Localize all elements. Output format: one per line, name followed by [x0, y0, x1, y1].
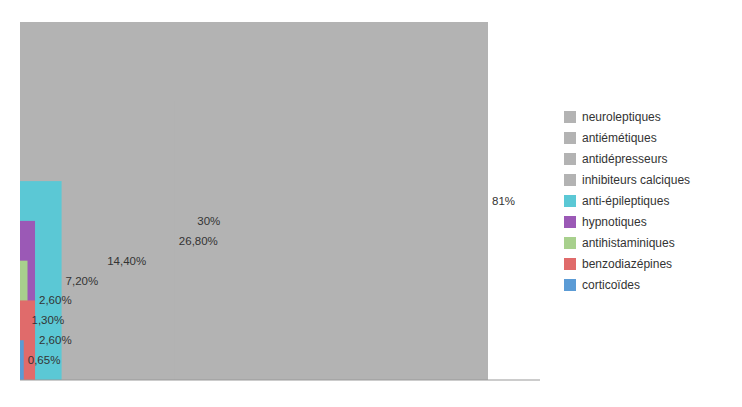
legend-label: corticoïdes [582, 278, 640, 292]
bar [20, 141, 103, 380]
legend-swatch [564, 216, 576, 228]
data-label: 30% [197, 215, 220, 227]
legend-swatch [564, 195, 576, 207]
legend-label: neuroleptiques [582, 110, 661, 124]
data-label: 1,30% [32, 314, 65, 326]
data-label: 7,20% [66, 275, 99, 287]
legend-swatch [564, 237, 576, 249]
data-label: 2,60% [39, 294, 72, 306]
legend-label: anti-épileptiques [582, 194, 669, 208]
x-axis-line [20, 380, 540, 381]
legend-label: antihistaminiques [582, 236, 675, 250]
legend-label: hypnotiques [582, 215, 647, 229]
bar [20, 102, 175, 380]
legend-swatch [564, 174, 576, 186]
bar [20, 300, 35, 380]
bar [20, 181, 62, 380]
bar [20, 22, 488, 380]
chart: 81% 30% 26,80% 14,40% 7,20% 2,60% 1,30% 2,60% 0,… [0, 0, 742, 407]
legend-swatch [564, 132, 576, 144]
bar [20, 340, 24, 380]
legend: neuroleptiques antiémétiques antidépresseu… [564, 110, 690, 292]
data-label: 0,65% [28, 354, 61, 366]
data-label: 2,60% [39, 334, 72, 346]
legend-swatch [564, 111, 576, 123]
bar [20, 62, 193, 380]
legend-swatch [564, 153, 576, 165]
legend-swatch [564, 258, 576, 270]
data-label: 81% [492, 195, 515, 207]
data-label: 14,40% [107, 255, 146, 267]
legend-label: inhibiteurs calciques [582, 173, 690, 187]
legend-swatch [564, 279, 576, 291]
legend-label: benzodiazépines [582, 257, 672, 271]
data-label: 26,80% [179, 235, 218, 247]
bars [20, 22, 488, 380]
legend-label: antiémétiques [582, 131, 657, 145]
legend-label: antidépresseurs [582, 152, 667, 166]
